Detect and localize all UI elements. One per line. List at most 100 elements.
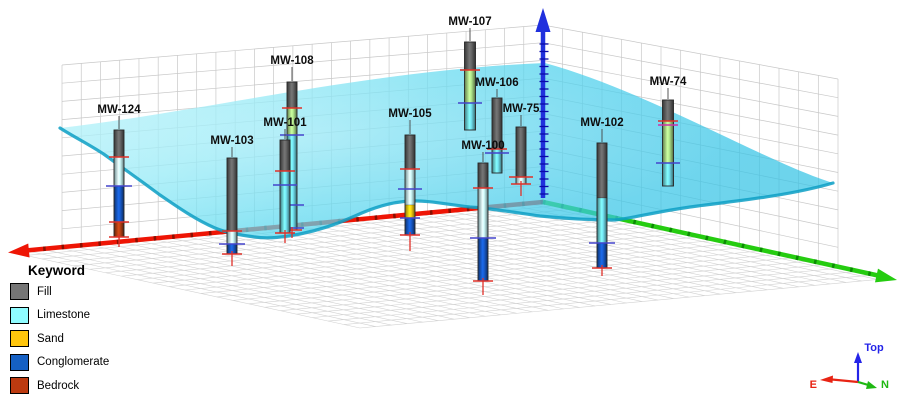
grid-line <box>260 228 611 305</box>
well-mw-101[interactable] <box>273 139 297 243</box>
grid-line <box>339 220 690 298</box>
compass-east-label: E <box>810 379 817 391</box>
legend-label-fill: Fill <box>37 285 52 298</box>
surface-sheen <box>60 63 833 238</box>
compass-east-arrow-shaft <box>831 378 859 384</box>
compass-east-arrowhead <box>820 375 833 383</box>
well-mw-105[interactable] <box>398 134 422 251</box>
well-mw-108[interactable] <box>280 81 304 238</box>
grid-line <box>495 206 847 283</box>
well-mw-106[interactable] <box>485 97 509 174</box>
lithology-segment-limestone <box>279 170 291 234</box>
legend-item-conglomerate: Conglomerate <box>10 351 109 375</box>
grid-line <box>198 234 549 311</box>
grid-line <box>182 235 533 313</box>
lithology-segment-fill <box>286 81 298 109</box>
lithology-segment-fill <box>279 139 291 172</box>
lithology-segment-fill <box>404 134 416 170</box>
legend-label-bedrock: Bedrock <box>37 379 80 392</box>
well-columns <box>106 41 680 295</box>
lithology-segment-fill <box>662 99 674 122</box>
legend-swatch-fill <box>10 283 29 301</box>
well-label-mw-107: MW-107 <box>448 16 491 28</box>
grid-line <box>61 60 544 102</box>
grid-line <box>61 42 544 84</box>
grid-line <box>25 250 376 327</box>
lithology-segment-fill <box>226 157 238 232</box>
well-mw-102[interactable] <box>589 142 615 276</box>
lithology-segment-limestone <box>226 230 238 245</box>
legend-item-sand: Sand <box>10 327 109 351</box>
legend-swatch-sand <box>10 330 29 348</box>
lithology-segment-fill <box>515 126 527 178</box>
grid-line <box>9 251 361 329</box>
well-mw-103[interactable] <box>219 157 245 266</box>
well-mw-124[interactable] <box>106 129 132 247</box>
well-label-mw-75: MW-75 <box>503 103 540 115</box>
compass-north-arrowhead <box>866 381 877 389</box>
lithology-segment-conglomerate <box>596 242 608 269</box>
grid-line <box>464 209 815 286</box>
legend-title: Keyword <box>28 263 86 278</box>
grid-line <box>542 42 839 99</box>
grid-line <box>103 242 455 320</box>
well-mw-107[interactable] <box>458 41 482 131</box>
grid-line <box>292 225 643 302</box>
well-outline <box>491 97 503 174</box>
lithology-segment-fill <box>596 142 608 199</box>
well-label-mw-108: MW-108 <box>270 55 314 67</box>
north-axis-arrowhead <box>874 268 897 283</box>
well-mw-75[interactable] <box>509 126 533 196</box>
floor-grid <box>9 201 894 329</box>
legend-swatch-limestone <box>10 306 29 324</box>
well-mw-100[interactable] <box>470 162 496 295</box>
lithology-segment-sand <box>464 69 476 104</box>
well-mw-74[interactable] <box>656 99 680 187</box>
compass-up-arrowhead <box>854 352 862 363</box>
compass-top-label: Top <box>864 342 884 354</box>
grid-line <box>56 247 408 324</box>
grid-line <box>417 213 768 291</box>
grid-line <box>370 217 721 295</box>
well-label-mw-124: MW-124 <box>97 104 141 116</box>
elevation-axis-arrow <box>535 8 551 198</box>
water-table-surface[interactable] <box>58 63 835 240</box>
grid-line <box>213 232 564 310</box>
well-label-mw-100: MW-100 <box>461 140 504 152</box>
lithology-segment-sand <box>662 120 674 164</box>
well-outline <box>464 41 476 131</box>
well-label-mw-106: MW-106 <box>475 77 518 89</box>
grid-line <box>166 237 517 314</box>
grid-line <box>480 207 831 285</box>
grid-line <box>386 216 737 293</box>
lithology-segment-limestone <box>477 187 489 239</box>
lithology-segment-fill <box>464 41 476 71</box>
grid-line <box>41 248 392 326</box>
well-label-mw-102: MW-102 <box>580 117 623 129</box>
legend-item-limestone: Limestone <box>10 304 109 328</box>
lithology-segment-sand <box>404 204 416 219</box>
legend-swatch-conglomerate <box>10 353 29 371</box>
surface-front-edge <box>58 126 835 240</box>
well-label-mw-101: MW-101 <box>263 117 307 129</box>
legend: Keyword Fill Limestone Sand Conglomerate Bed… <box>10 263 109 398</box>
grid-line <box>119 241 470 318</box>
well-label-mw-105: MW-105 <box>388 108 432 120</box>
legend-label-sand: Sand <box>37 332 64 345</box>
lithology-segment-limestone <box>404 168 416 206</box>
grid-line <box>245 229 596 307</box>
legend-items: Fill Limestone Sand Conglomerate Bedrock <box>10 280 109 398</box>
grid-line <box>135 239 486 317</box>
lithology-segment-limestone <box>662 162 674 187</box>
lithology-segment-conglomerate <box>477 237 489 282</box>
grid-line <box>401 214 752 292</box>
grid-line <box>229 231 580 308</box>
grid-line <box>276 226 627 304</box>
lithology-segment-fill <box>113 129 125 158</box>
legend-item-fill: Fill <box>10 280 109 304</box>
well-outline <box>662 99 674 187</box>
compass-north-label: N <box>881 379 889 391</box>
legend-label-conglomerate: Conglomerate <box>37 356 110 369</box>
